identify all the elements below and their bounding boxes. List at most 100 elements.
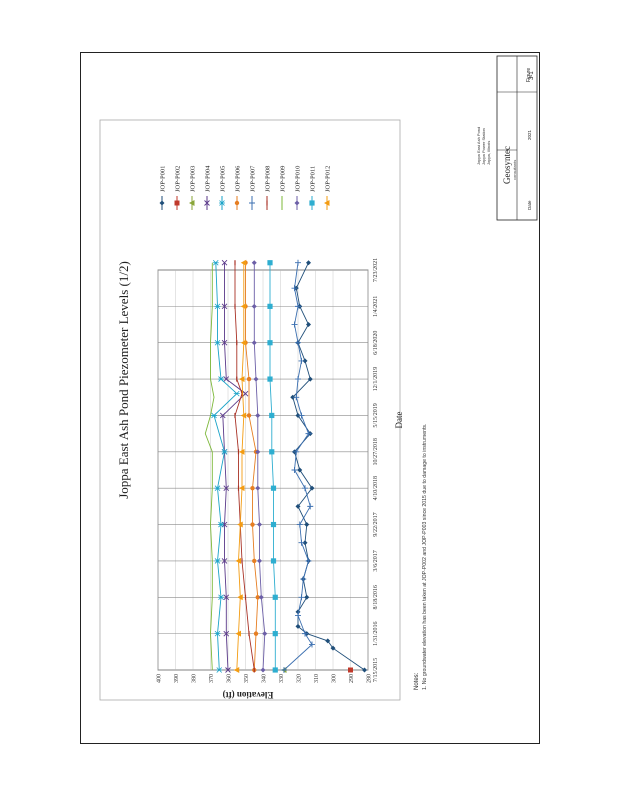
data-point-jop-p002: [348, 667, 353, 673]
x-axis-label: Date: [394, 412, 404, 429]
data-point-jop-p012: [239, 448, 245, 455]
data-point-jop-p007: [305, 557, 312, 564]
legend-entry-jop-p012: JOP-P012: [325, 166, 332, 192]
data-point-jop-p012: [237, 521, 243, 528]
y-tick-label: 280: [367, 674, 373, 683]
x-tick-label: 10/27/2018: [373, 438, 379, 465]
legend-entry-jop-p001: JOP-P001: [160, 166, 167, 192]
data-point-jop-p001: [295, 623, 301, 629]
x-tick-label: 8/18/2016: [373, 585, 379, 609]
data-point-jop-p004: [219, 412, 226, 419]
data-point-jop-p010: [257, 522, 262, 528]
data-point-jop-p001: [297, 467, 303, 473]
figure-label: Figure: [526, 68, 532, 82]
data-point-jop-p007: [281, 667, 287, 673]
data-point-jop-p004: [225, 667, 231, 673]
y-tick-label: 340: [262, 674, 268, 683]
y-tick-label: 350: [244, 674, 250, 683]
data-point-jop-p005: [218, 376, 224, 382]
data-point-jop-p006: [252, 558, 257, 564]
data-point-jop-p001: [290, 394, 296, 400]
data-point-jop-p005: [216, 667, 223, 673]
date-value: 2021: [527, 129, 532, 140]
data-point-jop-p010: [255, 449, 261, 455]
data-point-jop-p010: [258, 594, 264, 600]
x-tick-label: 3/6/2017: [373, 550, 379, 571]
data-point-jop-p010: [251, 303, 257, 309]
data-point-jop-p011: [270, 558, 277, 564]
x-tick-label: 7/15/2015: [373, 658, 379, 682]
data-point-jop-p001: [309, 485, 315, 491]
data-point-jop-p005: [219, 200, 225, 206]
data-point-jop-p001: [302, 540, 308, 546]
data-point-jop-p004: [223, 376, 230, 382]
data-point-jop-p007: [295, 339, 301, 346]
legend-entry-jop-p009: JOP-P009: [280, 166, 287, 192]
data-point-jop-p005: [218, 521, 224, 528]
data-point-jop-p010: [251, 260, 257, 266]
data-point-jop-p012: [240, 303, 247, 310]
data-point-jop-p010: [294, 200, 300, 206]
chart-outline: [99, 119, 401, 701]
data-point-jop-p007: [305, 430, 312, 437]
data-point-jop-p006: [246, 376, 252, 382]
data-point-jop-p007: [293, 448, 300, 455]
y-tick-label: 320: [297, 674, 303, 683]
data-point-jop-p012: [239, 485, 245, 492]
data-point-jop-p005: [221, 449, 228, 455]
data-point-jop-p006: [250, 485, 255, 491]
data-point-jop-p012: [237, 594, 243, 601]
y-tick-label: 330: [279, 674, 285, 683]
x-tick-label: 9/22/2017: [373, 512, 379, 536]
data-point-jop-p004: [242, 390, 249, 397]
data-point-jop-p004: [221, 259, 228, 266]
data-point-jop-p001: [306, 260, 311, 266]
figure-number: 3-1: [529, 71, 535, 80]
x-tick-label: 7/23/2021: [373, 258, 379, 282]
company-name: Geosyntec: [502, 146, 512, 184]
data-point-jop-p007: [295, 259, 301, 266]
legend-entry-jop-p011: JOP-P011: [310, 166, 317, 192]
legend-entry-jop-p006: JOP-P006: [235, 165, 242, 192]
data-point-jop-p010: [253, 376, 259, 382]
y-tick-label: 380: [192, 674, 198, 683]
data-point-jop-p007: [298, 594, 305, 601]
x-tick-label: 6/18/2020: [373, 331, 379, 355]
series-line-jop-p011: [269, 262, 276, 670]
data-point-jop-p010: [262, 631, 268, 637]
series-line-jop-p006: [245, 262, 259, 671]
data-point-jop-p004: [221, 303, 228, 310]
data-point-jop-p012: [235, 557, 241, 564]
legend-entry-jop-p004: JOP-P004: [205, 165, 212, 192]
x-tick-label: 1/31/2016: [373, 621, 379, 645]
address-line: Joppa East Ash Pond: [476, 127, 481, 165]
legend-entry-jop-p002: JOP-P002: [175, 166, 182, 192]
data-point-jop-p007: [291, 321, 298, 328]
data-point-jop-p010: [251, 340, 257, 346]
data-point-jop-p012: [235, 630, 241, 637]
data-point-jop-p011: [267, 260, 273, 266]
legend-entry-jop-p003: JOP-P003: [190, 166, 197, 192]
data-point-jop-p003: [189, 200, 195, 206]
data-point-jop-p007: [298, 539, 305, 546]
data-point-jop-p005: [212, 259, 219, 266]
y-tick-label: 400: [157, 674, 163, 683]
data-point-jop-p005: [233, 390, 240, 397]
data-point-jop-p007: [295, 303, 301, 310]
data-point-jop-p002: [174, 200, 180, 206]
data-point-jop-p011: [267, 303, 273, 309]
data-point-jop-p007: [249, 200, 255, 206]
data-point-jop-p001: [307, 376, 313, 382]
page-frame: [80, 52, 540, 744]
data-point-jop-p011: [270, 485, 277, 491]
data-point-jop-p001: [362, 667, 367, 673]
data-point-jop-p004: [221, 339, 228, 346]
x-tick-label: 1/4/2021: [373, 296, 379, 317]
data-point-jop-p012: [233, 667, 240, 673]
data-point-jop-p004: [223, 630, 230, 637]
data-point-jop-p012: [240, 259, 247, 266]
data-point-jop-p006: [250, 522, 255, 527]
legend-entry-jop-p008: JOP-P008: [265, 166, 272, 192]
title-block: Geosyntec consultants Figure 3-1 2021 Da…: [476, 55, 538, 221]
